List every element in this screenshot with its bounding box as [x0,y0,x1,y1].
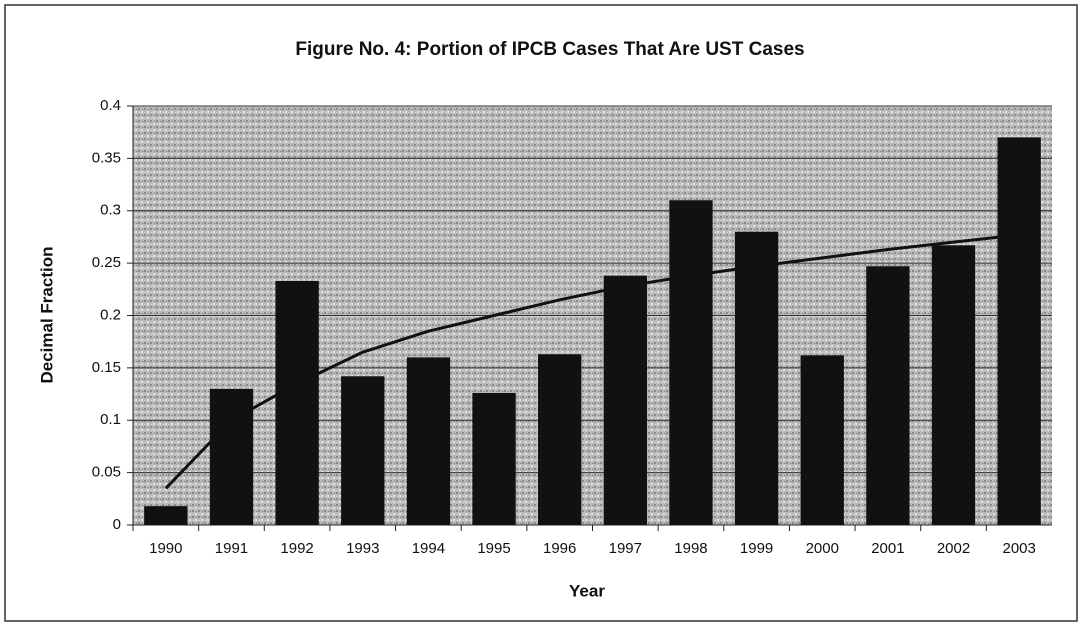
bar [275,280,319,525]
y-tick-label: 0.4 [100,97,121,114]
bar [931,245,976,525]
bar [472,393,516,525]
x-tick-label: 1999 [740,540,773,557]
bar [997,137,1041,526]
bar [603,275,647,525]
x-axis-title: Year [569,581,605,600]
trend-line [164,233,1020,490]
x-tick-label: 2001 [871,540,904,557]
bar [734,231,779,525]
y-tick-label: 0.35 [92,149,121,166]
x-tick-label: 1996 [543,540,576,557]
x-tick-label: 1998 [674,540,707,557]
bar [538,354,582,525]
y-tick-label: 0.1 [100,411,121,428]
x-tick-label: 2000 [806,540,839,557]
chart-title: Figure No. 4: Portion of IPCB Cases That… [295,39,804,60]
bar [800,355,844,525]
y-tick-label: 0.15 [92,359,121,376]
bar [341,376,385,525]
y-tick-label: 0.3 [100,202,121,219]
x-tick-label: 1997 [609,540,642,557]
x-tick-label: 2002 [937,540,970,557]
x-tick-label: 1990 [149,540,182,557]
y-axis-title: Decimal Fraction [37,247,56,384]
x-tick-label: 2003 [1002,540,1035,557]
bar [209,388,254,525]
y-tick-label: 0.25 [92,254,121,271]
x-tick-label: 1995 [477,540,510,557]
y-tick-label: 0.2 [100,306,121,323]
bar [406,357,451,525]
x-tick-label: 1993 [346,540,379,557]
bar [144,506,188,525]
y-tick-label: 0 [113,516,121,533]
bar [866,266,910,525]
x-tick-label: 1992 [280,540,313,557]
x-tick-label: 1994 [412,540,445,557]
bar [669,200,713,525]
x-tick-label: 1991 [215,540,248,557]
y-tick-label: 0.05 [92,464,121,481]
